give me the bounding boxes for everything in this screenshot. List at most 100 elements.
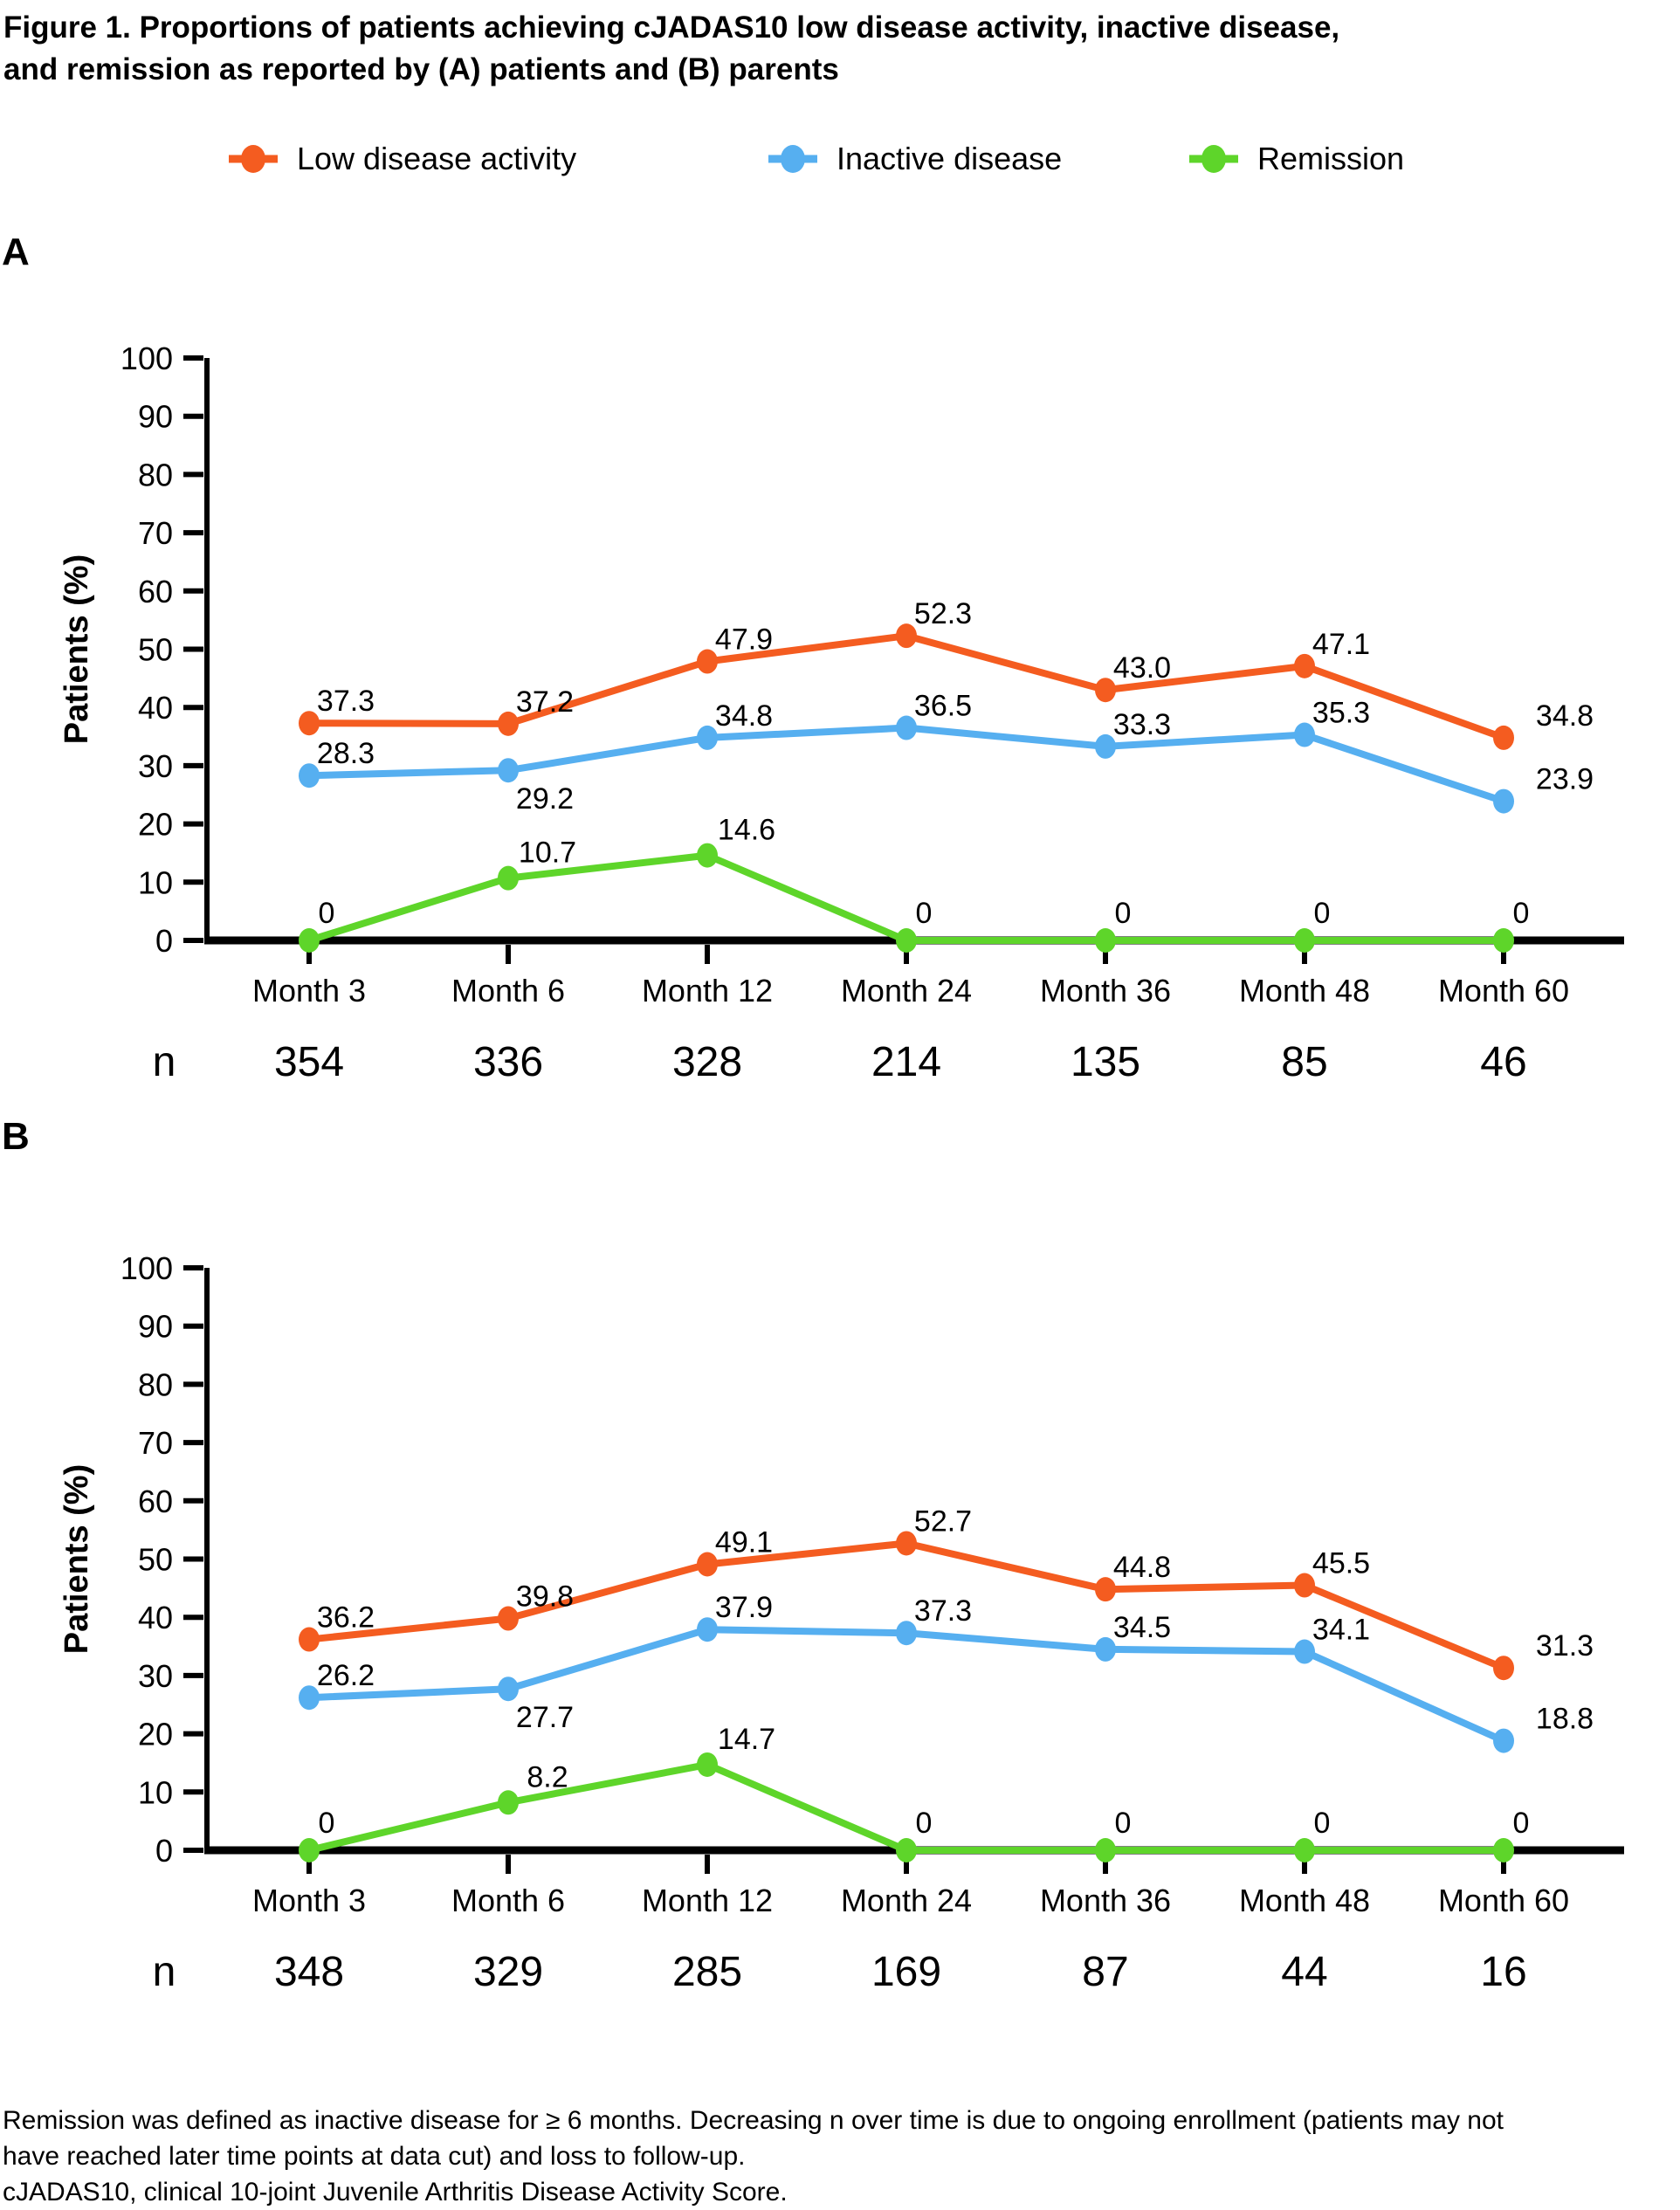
n-row-label: n: [153, 1949, 176, 1995]
x-tick-label: Month 3: [252, 973, 366, 1009]
x-tick-label: Month 60: [1438, 1883, 1569, 1918]
data-point-inactive-disease: [1294, 1639, 1315, 1664]
y-tick-label: 90: [138, 1309, 173, 1345]
data-point-remission: [498, 865, 519, 891]
data-point-inactive-disease: [1493, 1728, 1514, 1753]
data-point-remission: [697, 1752, 718, 1777]
data-point-inactive-disease: [299, 1685, 320, 1711]
y-tick-label: 80: [138, 1367, 173, 1402]
data-label-inactive-disease: 37.9: [715, 1591, 773, 1624]
data-point-inactive-disease: [896, 1621, 917, 1646]
data-label-low-disease-activity: 36.2: [317, 1601, 375, 1635]
y-tick-label: 40: [138, 690, 173, 726]
n-value: 44: [1281, 1949, 1327, 1995]
data-point-low-disease-activity: [1095, 1577, 1116, 1602]
legend-label: Inactive disease: [837, 141, 1063, 176]
n-value: 87: [1082, 1949, 1128, 1995]
legend-item-low-disease-activity: Low disease activity: [229, 138, 576, 180]
data-point-low-disease-activity: [498, 1606, 519, 1631]
x-tick-label: Month 12: [642, 1883, 773, 1918]
data-point-low-disease-activity: [697, 1552, 718, 1577]
y-tick-label: 10: [138, 1774, 173, 1810]
y-tick-label: 70: [138, 1425, 173, 1461]
data-point-low-disease-activity: [1095, 678, 1116, 703]
data-label-inactive-disease: 23.9: [1536, 763, 1594, 796]
data-point-inactive-disease: [697, 725, 718, 750]
legend-label: Remission: [1257, 141, 1405, 176]
x-tick-label: Month 6: [451, 1883, 565, 1918]
footnote-line3: cJADAS10, clinical 10-joint Juvenile Art…: [3, 2178, 788, 2207]
data-point-remission: [1493, 1838, 1514, 1862]
data-label-low-disease-activity: 47.9: [715, 623, 773, 657]
data-label-remission: 0: [1513, 897, 1530, 930]
data-label-low-disease-activity: 34.8: [1536, 699, 1594, 733]
data-point-remission: [1294, 928, 1315, 953]
n-value: 336: [473, 1039, 543, 1085]
data-label-inactive-disease: 35.3: [1312, 697, 1370, 730]
y-tick-label: 10: [138, 864, 173, 900]
n-row-label: n: [153, 1039, 176, 1085]
data-label-low-disease-activity: 52.7: [914, 1504, 972, 1538]
y-tick-label: 70: [138, 515, 173, 551]
data-point-inactive-disease: [697, 1617, 718, 1642]
data-point-inactive-disease: [1493, 788, 1514, 814]
x-tick-label: Month 36: [1040, 1883, 1171, 1918]
data-point-remission: [299, 1838, 320, 1862]
data-label-remission: 0: [1314, 897, 1331, 930]
data-point-low-disease-activity: [498, 711, 519, 736]
data-label-low-disease-activity: 49.1: [715, 1526, 773, 1559]
data-label-inactive-disease: 29.2: [516, 782, 574, 816]
data-point-remission: [697, 843, 718, 868]
y-tick-label: 20: [138, 1717, 173, 1752]
data-label-remission: 0: [1115, 897, 1132, 930]
y-tick-label: 60: [138, 1484, 173, 1519]
data-label-remission: 0: [319, 1807, 335, 1840]
figure-title-line1: Figure 1. Proportions of patients achiev…: [3, 10, 1340, 45]
x-tick-label: Month 24: [841, 973, 972, 1009]
data-point-remission: [1294, 1838, 1315, 1862]
n-value: 135: [1071, 1039, 1140, 1085]
x-tick-label: Month 60: [1438, 973, 1569, 1009]
y-tick-label: 40: [138, 1600, 173, 1635]
data-label-remission: 0: [1115, 1807, 1132, 1840]
data-point-inactive-disease: [299, 763, 320, 788]
n-value: 85: [1281, 1039, 1327, 1085]
data-point-inactive-disease: [1294, 722, 1315, 747]
data-label-remission: 10.7: [519, 836, 576, 870]
y-tick-label: 0: [155, 1833, 173, 1869]
y-tick-label: 20: [138, 807, 173, 843]
data-point-low-disease-activity: [1493, 725, 1514, 750]
data-point-low-disease-activity: [896, 1531, 917, 1556]
data-label-low-disease-activity: 52.3: [914, 597, 972, 630]
data-label-remission: 14.7: [718, 1723, 775, 1756]
footnote-line1: Remission was defined as inactive diseas…: [3, 2106, 1504, 2135]
legend-item-inactive-disease: Inactive disease: [768, 138, 1062, 180]
data-label-remission: 0: [1513, 1807, 1530, 1840]
data-label-inactive-disease: 34.5: [1113, 1611, 1171, 1644]
y-tick-label: 60: [138, 574, 173, 609]
x-tick-label: Month 3: [252, 1883, 366, 1918]
footnote-line2: have reached later time points at data c…: [3, 2142, 746, 2171]
y-tick-label: 50: [138, 632, 173, 668]
data-label-inactive-disease: 27.7: [516, 1701, 574, 1734]
y-axis-title: Patients (%): [59, 1464, 95, 1654]
legend-item-remission: Remission: [1189, 138, 1404, 180]
x-tick-label: Month 6: [451, 973, 565, 1009]
data-label-inactive-disease: 34.8: [715, 699, 773, 733]
data-label-low-disease-activity: 31.3: [1536, 1629, 1594, 1663]
y-tick-label: 90: [138, 399, 173, 435]
data-label-remission: 0: [916, 1807, 933, 1840]
data-point-remission: [1095, 1838, 1116, 1862]
data-point-inactive-disease: [498, 1676, 519, 1702]
data-label-inactive-disease: 33.3: [1113, 708, 1171, 741]
n-value: 285: [672, 1949, 742, 1995]
data-point-inactive-disease: [896, 715, 917, 740]
legend: Low disease activity Inactive disease Re…: [0, 138, 1680, 180]
data-label-inactive-disease: 37.3: [914, 1594, 972, 1628]
data-label-inactive-disease: 26.2: [317, 1659, 375, 1692]
data-label-low-disease-activity: 39.8: [516, 1580, 574, 1614]
data-label-inactive-disease: 36.5: [914, 690, 972, 723]
data-label-inactive-disease: 34.1: [1312, 1614, 1370, 1647]
line-dot-marker-icon: [229, 145, 278, 173]
n-value: 214: [871, 1039, 941, 1085]
